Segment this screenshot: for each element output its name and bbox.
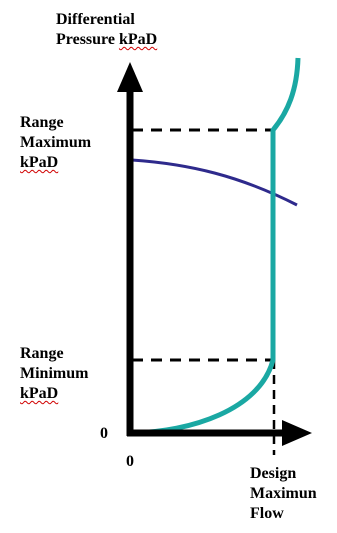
origin-x-label: 0: [126, 453, 134, 470]
y-axis-title: Differential Pressure kPaD: [56, 10, 157, 50]
design-maximum-flow-label: Design Maximun Flow: [250, 465, 317, 522]
origin-y-label: 0: [100, 425, 108, 442]
range-maximum-label: Range Maximum kPaD: [20, 114, 92, 171]
blue-curve: [131, 158, 298, 207]
y-axis-title-line1: Differential: [56, 11, 135, 28]
y-axis-title-line2: Pressure kPaD: [56, 31, 158, 48]
x-axis-arrowhead: [282, 420, 312, 446]
y-axis-arrowhead: [117, 62, 143, 92]
range-minimum-label: Range Minimum kPaD: [20, 345, 89, 402]
y-axis-unit: kPaD: [118, 31, 158, 48]
teal-curve: [131, 57, 301, 436]
